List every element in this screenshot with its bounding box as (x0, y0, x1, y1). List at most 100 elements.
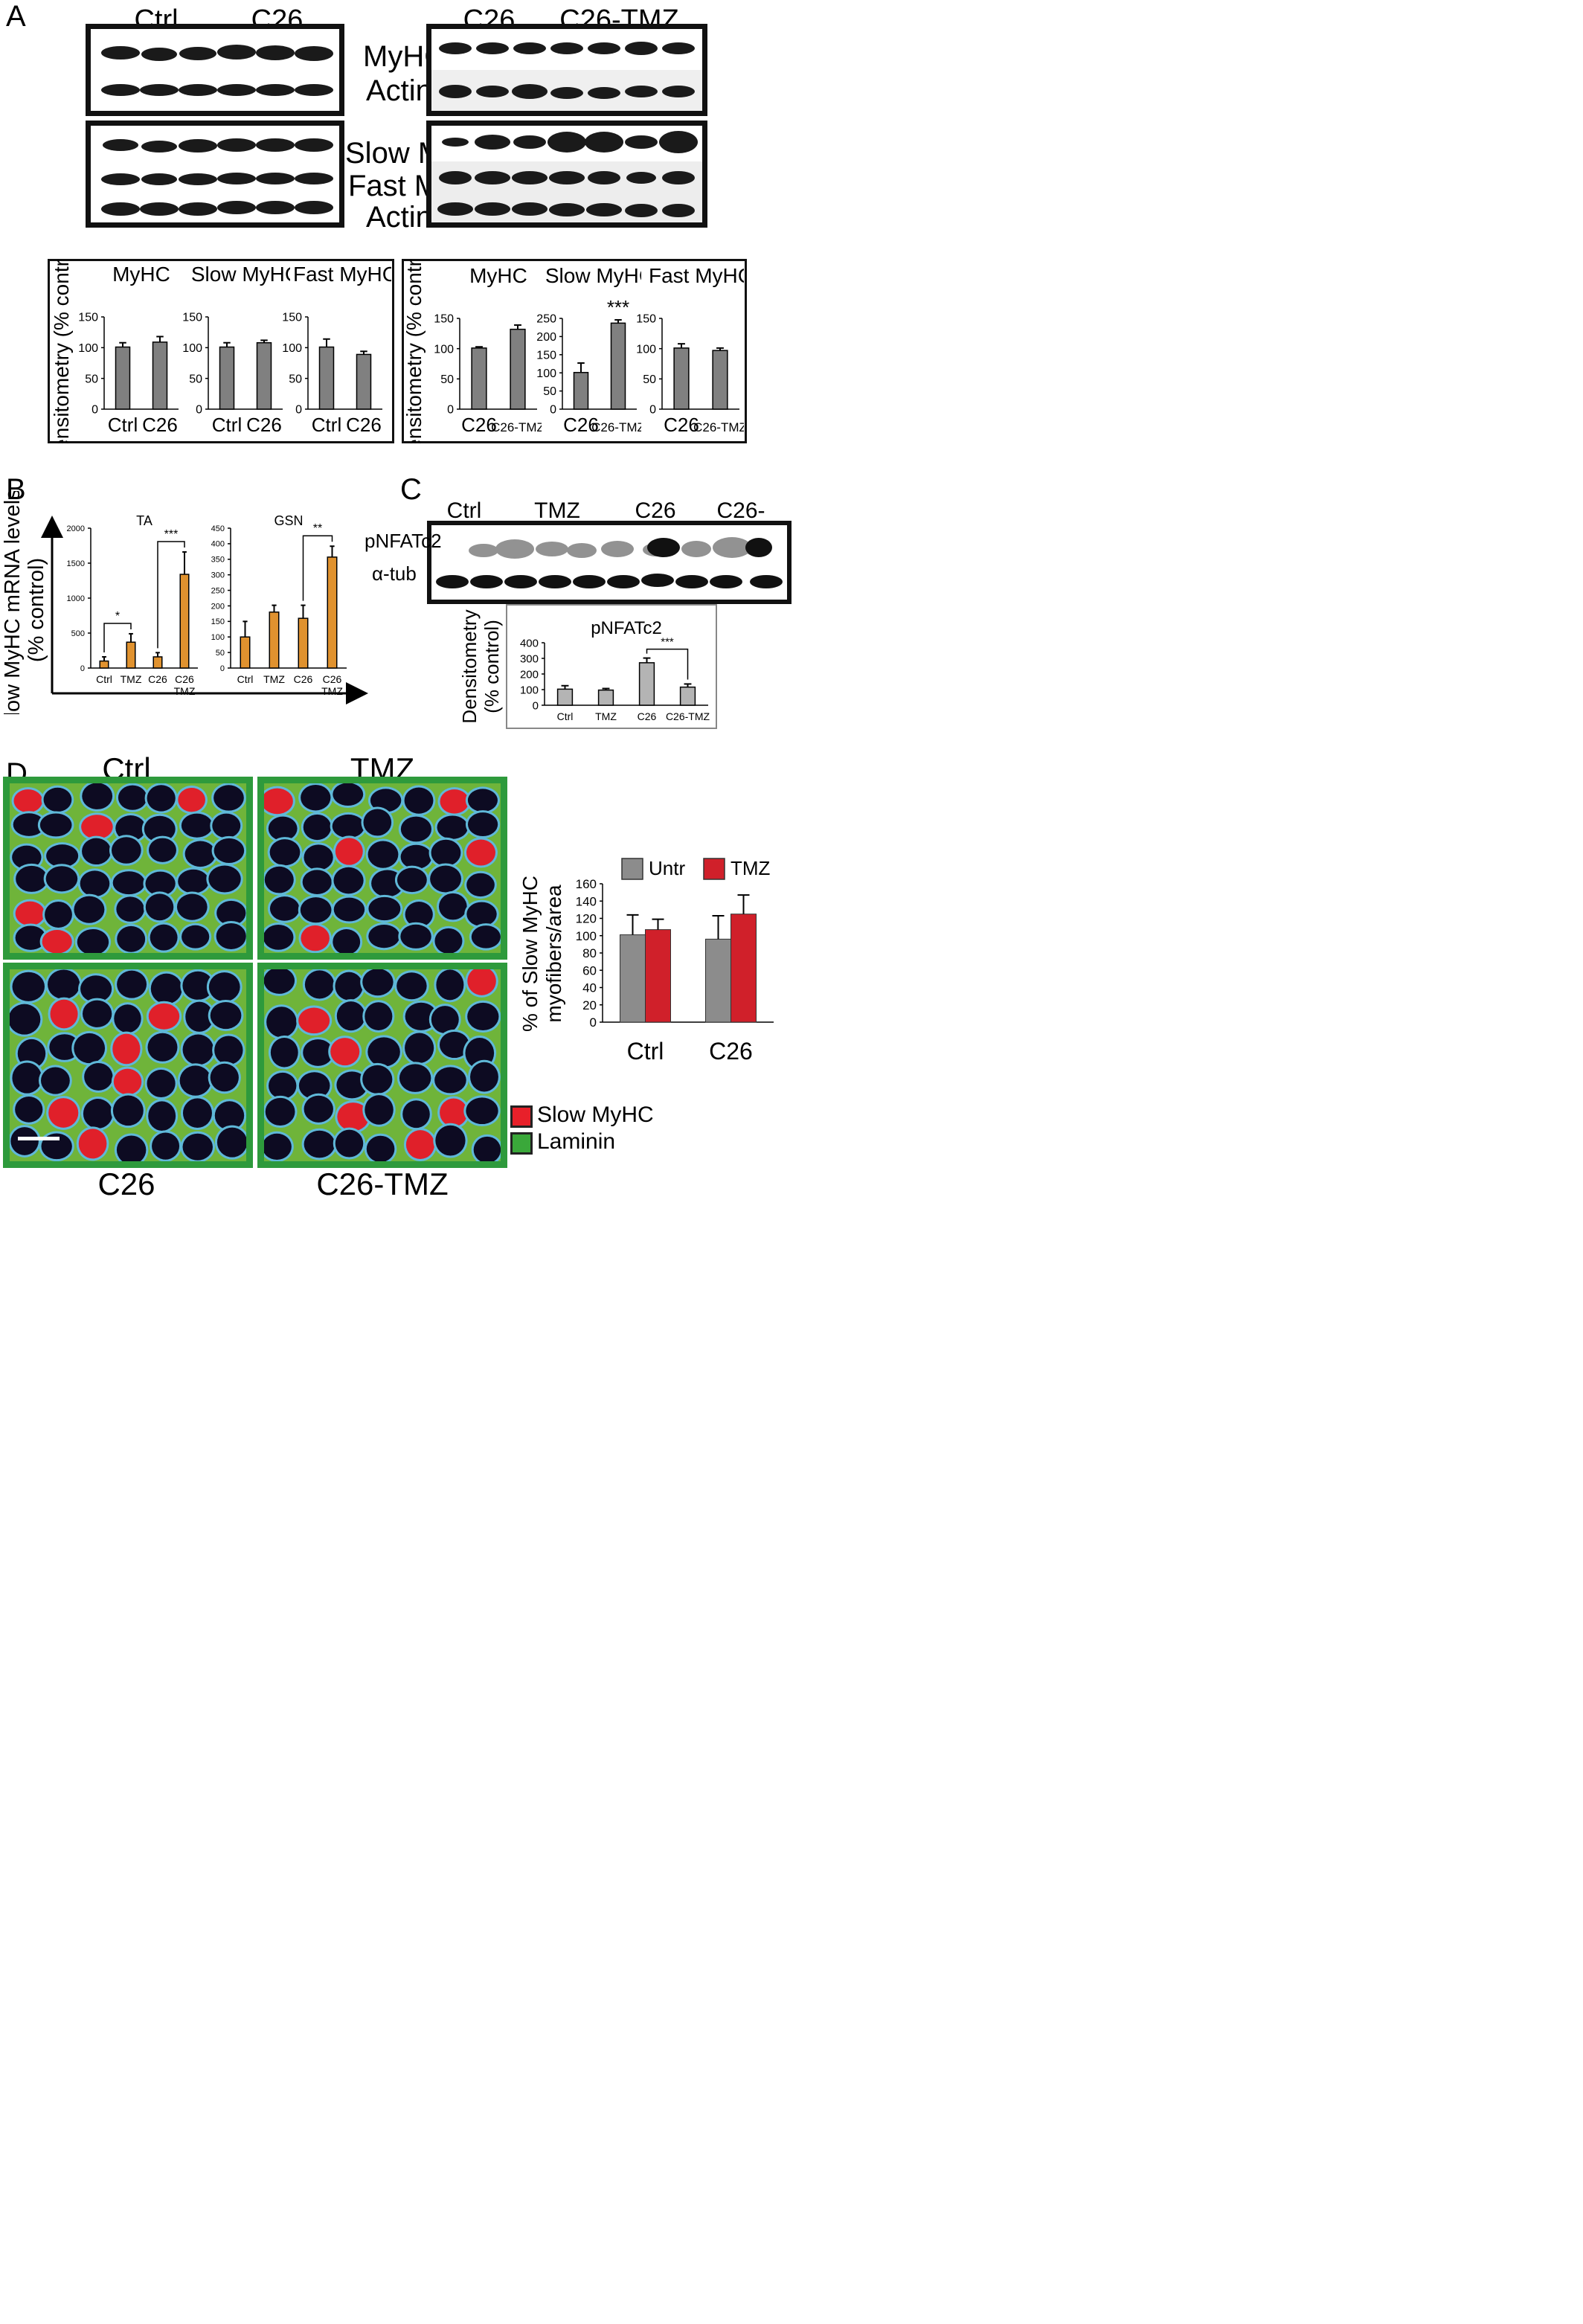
image-title-c26-tmz: C26-TMZ (316, 1166, 449, 1201)
significance-label: ** (313, 522, 322, 535)
chart-title: Slow MyHC (191, 263, 290, 286)
fiber (116, 1135, 147, 1161)
bar (705, 938, 731, 1023)
fiber (82, 1000, 112, 1027)
fiber (148, 1101, 176, 1131)
x-tick-label: C26 (148, 673, 167, 685)
fiber (213, 838, 245, 864)
fiber (264, 924, 294, 950)
x-tick-label: TMZ (121, 673, 142, 685)
y-axis-label: Densitometry (458, 609, 481, 723)
image-title-c26: C26 (97, 1166, 155, 1201)
bar (240, 636, 251, 669)
fiber (405, 1033, 434, 1064)
fiber (266, 1007, 297, 1038)
x-tick-label: C26 (142, 414, 178, 436)
x-tick-label: Ctrl (108, 414, 138, 436)
fiber (268, 816, 298, 841)
y-tick-label: 100 (78, 342, 98, 355)
y-axis-label: Densitometry (% control) (50, 259, 73, 443)
y-tick-label: 60 (582, 963, 597, 978)
y-tick-label: 1000 (67, 594, 85, 603)
fiber (178, 869, 209, 893)
fiber (12, 845, 42, 870)
y-tick-label: 150 (211, 617, 225, 626)
bar (256, 341, 272, 410)
fiber (366, 1135, 395, 1161)
fiber (115, 815, 146, 841)
slow-fiber (15, 901, 45, 926)
fiber (405, 902, 433, 928)
fiber (335, 1129, 364, 1158)
panel-b-axes: Slow MyHC mRNA levels (% control) (1, 491, 368, 714)
fiber-image (10, 783, 246, 953)
chart-title: GSN (274, 513, 303, 528)
legend-swatch (703, 858, 725, 880)
western-blot-myhc-left (86, 24, 344, 116)
fiber (176, 893, 208, 920)
chart-title: Fast MyHC (649, 264, 744, 287)
fiber (210, 1063, 239, 1092)
fiber (466, 1097, 498, 1125)
x-tick-label: Ctrl (212, 414, 242, 436)
y-axis-label: (% control) (481, 620, 503, 713)
x-tick-label: C26-TMZ (591, 420, 641, 434)
fiber (15, 925, 46, 950)
significance-bracket (646, 648, 689, 680)
y-tick-label: 100 (282, 342, 302, 355)
y-tick-label: 200 (211, 602, 225, 611)
fiber (214, 1101, 245, 1130)
slow-fiber (264, 788, 293, 815)
fiber (304, 1095, 333, 1123)
fiber (404, 787, 434, 814)
y-tick-label: 500 (71, 629, 85, 638)
fiber (303, 1039, 333, 1066)
fiber (216, 922, 246, 950)
micrograph-tmz (257, 777, 507, 960)
bar (152, 341, 168, 410)
fiber (80, 870, 110, 897)
fiber (396, 972, 427, 1000)
chart-c-pnfatc2: pNFATc2 0 100 200 300 400 Ctrl TMZ C26 C26-TMZ *** (520, 618, 710, 722)
fiber (149, 838, 176, 862)
y-tick-label: 50 (85, 373, 98, 385)
slow-fiber (148, 1003, 180, 1030)
y-tick-label: 0 (80, 664, 85, 673)
fiber (470, 1062, 498, 1092)
fiber (84, 1063, 113, 1091)
fiber (82, 838, 112, 865)
bar (471, 347, 487, 410)
ylabel-a-right: Densitometry (% control) (402, 259, 426, 443)
slow-fiber (112, 1033, 141, 1065)
legend-label: Untr (649, 857, 685, 879)
fiber (216, 900, 246, 925)
fiber (145, 871, 176, 896)
ylabel-a-left: Densitometry (% control) (50, 259, 73, 443)
fiber (436, 969, 464, 1001)
group-label-ctrl: Ctrl (446, 498, 482, 523)
fiber (118, 785, 147, 810)
micrograph-c26 (3, 963, 253, 1168)
y-tick-label: 200 (536, 331, 556, 344)
fiber (269, 896, 300, 921)
fiber (400, 844, 432, 870)
fiber (179, 1065, 211, 1096)
y-tick-label: 1500 (67, 559, 85, 568)
slow-fiber (330, 1038, 360, 1066)
ylabel-d: % of Slow MyHC myofibers/area (518, 876, 565, 1032)
fiber (264, 866, 294, 893)
y-tick-label: 0 (590, 1015, 597, 1030)
y-tick-label: 50 (216, 649, 225, 658)
significance-label: *** (164, 528, 179, 541)
fiber (46, 844, 79, 867)
x-tick-label: Ctrl (96, 673, 112, 685)
fiber (405, 1002, 437, 1030)
slow-fiber (42, 930, 72, 953)
fiber (15, 1096, 43, 1123)
fiber (400, 924, 431, 948)
slow-fiber (298, 1007, 330, 1034)
fiber (333, 929, 361, 953)
significance-label: *** (661, 636, 674, 649)
fiber (362, 1065, 393, 1094)
